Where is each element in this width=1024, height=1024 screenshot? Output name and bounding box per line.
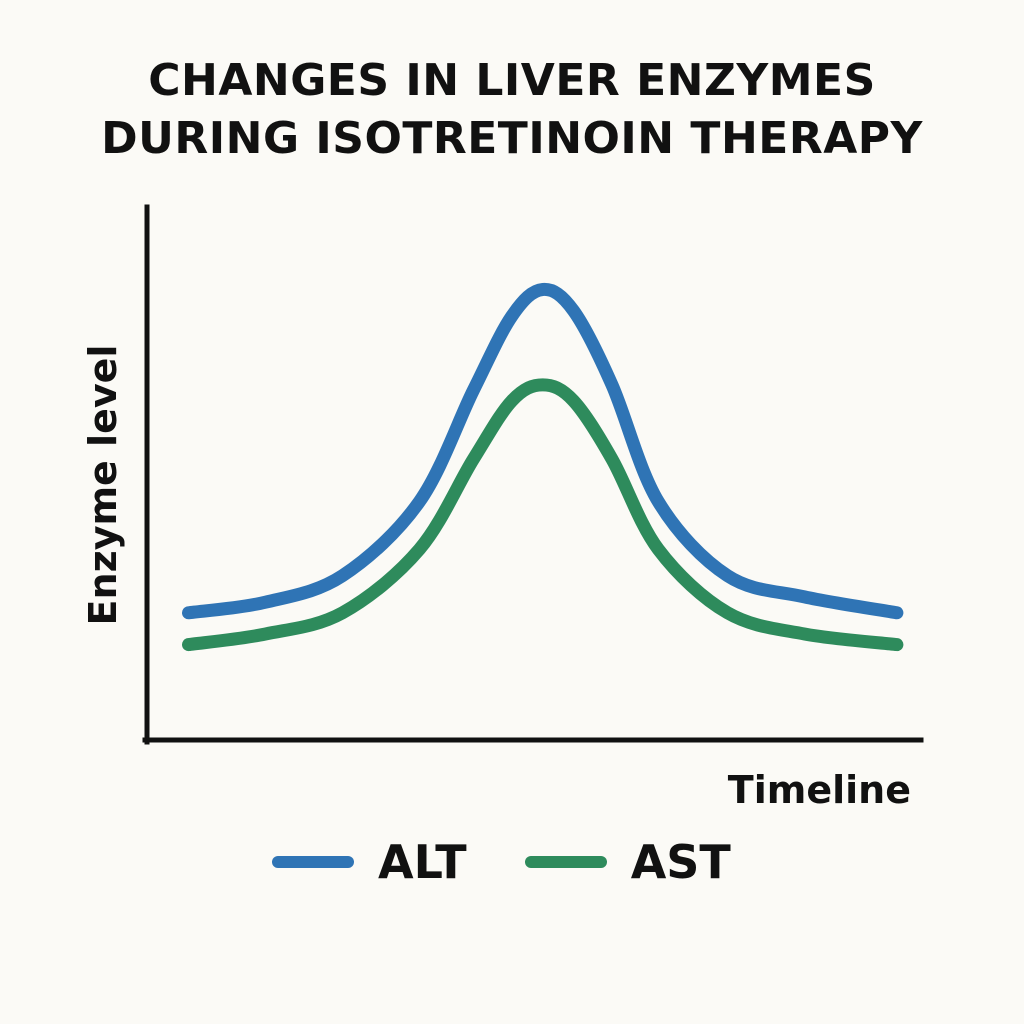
x-axis-label: Timeline: [728, 768, 911, 812]
legend-label-alt: ALT: [378, 835, 467, 889]
chart-title-line-2: DURING ISOTRETINOIN THERAPY: [101, 113, 923, 164]
legend-item-ast: AST: [524, 832, 731, 892]
chart-title: CHANGES IN LIVER ENZYMES DURING ISOTRETI…: [0, 52, 1024, 168]
legend: ALT AST: [272, 832, 731, 892]
chart-title-line-1: CHANGES IN LIVER ENZYMES: [148, 55, 876, 106]
legend-swatch-alt: [272, 856, 354, 868]
legend-item-alt: ALT: [272, 832, 467, 892]
series-layer: [182, 282, 904, 652]
series-line-alt: [182, 282, 904, 620]
legend-label-ast: AST: [630, 835, 731, 889]
y-axis-label: Enzyme level: [81, 345, 125, 626]
series-line-ast: [182, 378, 904, 652]
legend-swatch-ast: [524, 856, 607, 868]
